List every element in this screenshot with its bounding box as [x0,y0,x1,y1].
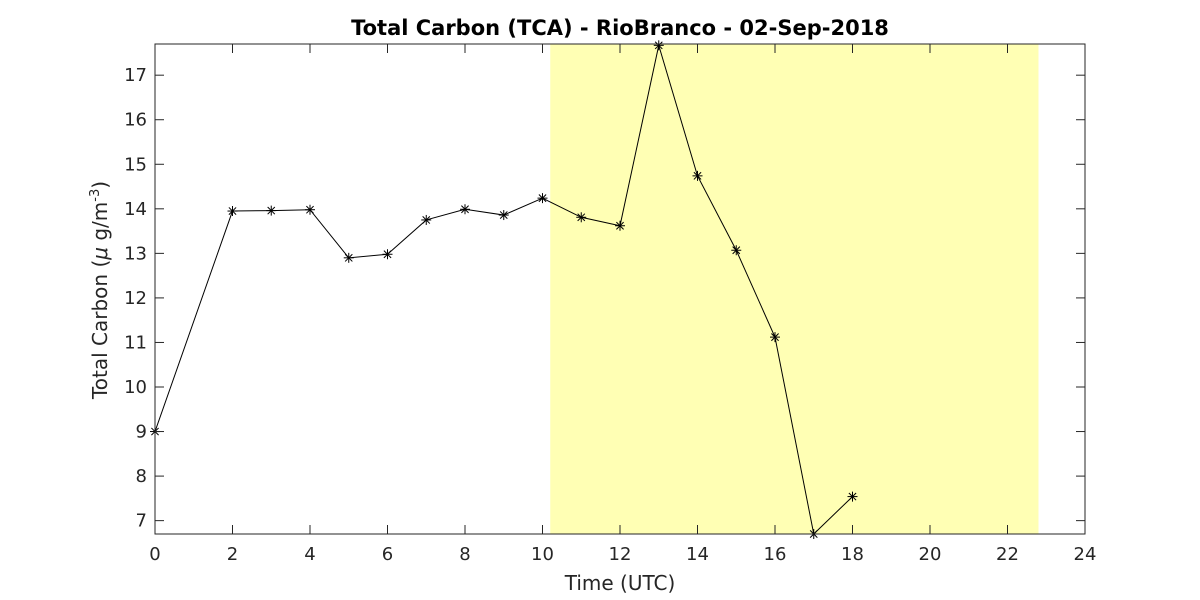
x-tick-label: 12 [609,544,632,565]
data-point [227,206,238,217]
y-tick-label: 10 [124,377,147,398]
series-layer [150,40,858,539]
data-point [576,212,587,223]
series-line [154,45,853,535]
y-axis-label-unit: g/m [88,202,112,247]
x-tick-label: 14 [686,544,709,565]
data-point [615,220,625,231]
y-tick-label: 14 [124,199,147,220]
x-tick-label: 22 [996,544,1019,565]
x-tick-label: 2 [227,544,238,565]
y-axis-label-suffix: ) [88,181,112,189]
y-tick-label: 15 [124,154,147,175]
y-axis-label-exponent: -3 [88,189,103,202]
data-point [421,214,432,225]
data-point [653,40,664,51]
y-tick-label: 13 [124,243,147,264]
x-tick-label: 16 [764,544,787,565]
chart-title: Total Carbon (TCA) - RioBranco - 02-Sep-… [351,16,889,40]
data-point [692,170,703,181]
data-point [731,245,742,256]
data-point [847,491,858,502]
x-tick-label: 0 [149,544,160,565]
data-point [537,193,548,204]
y-axis-label-prefix: Total Carbon ( [88,260,112,400]
data-point [460,204,470,215]
y-tick-label: 11 [124,332,147,353]
x-tick-label: 18 [841,544,864,565]
x-tick-label: 10 [531,544,554,565]
y-axis: 7 8 9 10 11 12 13 14 15 16 17 [124,65,1085,532]
x-tick-label: 4 [304,544,315,565]
y-tick-label: 8 [136,466,147,487]
y-axis-label-mu: μ [88,247,112,261]
highlight-layer [550,44,1039,534]
x-tick-label: 24 [1074,544,1097,565]
data-point [770,332,780,343]
x-tick-label: 20 [919,544,942,565]
y-tick-label: 17 [124,65,147,86]
y-tick-label: 7 [136,511,147,532]
x-tick-label: 8 [459,544,470,565]
y-tick-label: 12 [124,288,147,309]
x-axis: 0 2 4 6 8 10 12 14 16 18 20 22 24 [149,44,1096,565]
x-tick-label: 6 [382,544,393,565]
y-tick-label: 9 [136,422,147,443]
data-point [498,210,509,221]
highlight-band [550,44,1039,534]
data-point [266,205,277,216]
data-point [305,204,315,215]
data-point [343,252,354,263]
x-axis-label: Time (UTC) [564,571,676,595]
data-point [382,249,393,260]
y-axis-label: Total Carbon (μ g/m-3) [88,181,112,400]
y-tick-label: 16 [124,110,147,131]
